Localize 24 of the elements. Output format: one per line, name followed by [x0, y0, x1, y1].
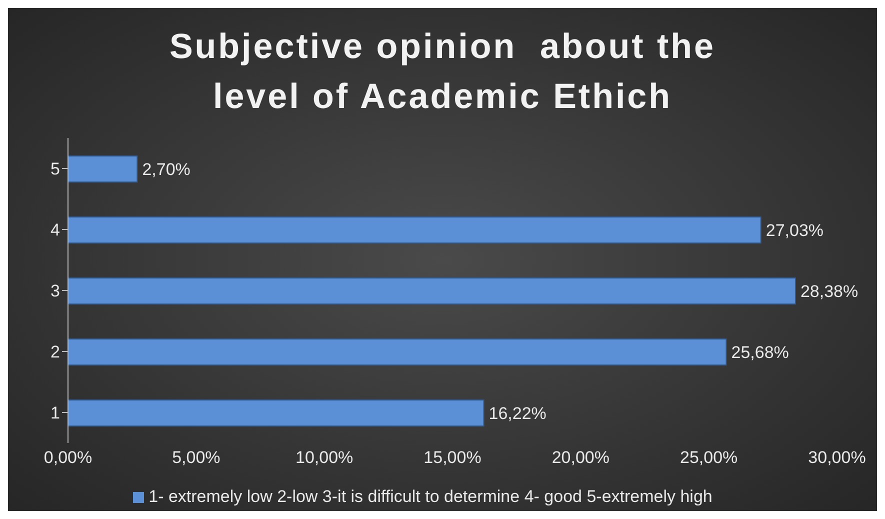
bar	[68, 338, 727, 366]
y-tick-label: 5	[50, 160, 60, 179]
x-tick-label: 15,00%	[424, 448, 482, 468]
text: 28,38%	[800, 282, 858, 302]
x-tick-label: 5,00%	[172, 448, 220, 468]
x-tick-label: 20,00%	[552, 448, 610, 468]
chart-title: Subjective opinion about the level of Academic Ethich	[168, 26, 717, 118]
text: 16,22%	[488, 404, 546, 424]
y-tick-label: 2	[50, 342, 60, 362]
bar	[68, 156, 138, 182]
x-tick-label: 10,00%	[295, 448, 354, 468]
text: 25,68%	[731, 343, 789, 362]
y-tick-label: 4	[50, 220, 60, 240]
bar	[68, 400, 484, 426]
text: 27,03%	[766, 221, 824, 240]
y-tick-label: 3	[50, 282, 60, 301]
y-tick-label: 1	[50, 404, 60, 423]
x-tick-label: 30,00%	[808, 448, 866, 468]
text: 2,70%	[142, 160, 190, 180]
bar	[68, 278, 796, 304]
text: 1- extremely low 2-low 3-it is difficult to determine 4- good 5-extremely high	[148, 487, 712, 507]
x-tick-label: 25,00%	[680, 448, 738, 468]
x-tick-label: 0,00%	[44, 448, 92, 468]
bar	[68, 216, 762, 244]
